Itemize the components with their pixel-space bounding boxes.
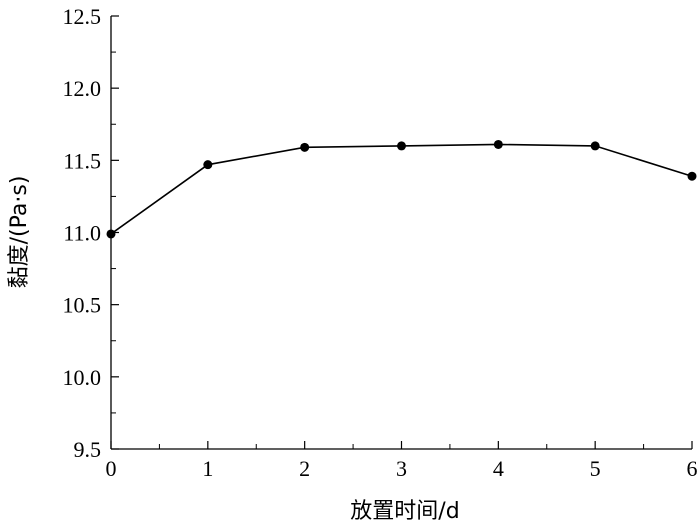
series-line bbox=[110, 143, 693, 235]
y-axis-title: 黏度/(Pa·s) bbox=[7, 176, 32, 289]
x-tick-label: 4 bbox=[493, 456, 504, 481]
y-tick-label: 10.5 bbox=[63, 293, 102, 318]
tick-labels: 0 1 2 3 4 5 6 9.5 10.0 10.5 11.0 11.5 12.0 12.5 bbox=[63, 4, 698, 481]
y-tick-label: 11.0 bbox=[63, 221, 101, 246]
y-tick-label: 9.5 bbox=[74, 437, 102, 462]
tick-marks bbox=[110, 15, 693, 450]
data-point bbox=[493, 139, 503, 149]
y-tick-label: 12.0 bbox=[63, 76, 102, 101]
x-tick-label: 3 bbox=[396, 456, 407, 481]
x-tick-label: 5 bbox=[590, 456, 601, 481]
y-tick-label: 11.5 bbox=[63, 148, 101, 173]
data-point bbox=[106, 229, 116, 239]
x-tick-label: 1 bbox=[202, 456, 213, 481]
series-group bbox=[106, 139, 697, 239]
data-point bbox=[590, 141, 600, 151]
y-tick-label: 10.0 bbox=[63, 365, 102, 390]
axes bbox=[110, 16, 692, 450]
data-point bbox=[300, 142, 310, 152]
x-axis-title: 放置时间/d bbox=[350, 499, 459, 524]
y-tick-label: 12.5 bbox=[63, 4, 102, 29]
x-tick-label: 2 bbox=[299, 456, 310, 481]
x-tick-label: 0 bbox=[106, 456, 117, 481]
x-tick-label: 6 bbox=[687, 456, 698, 481]
data-point bbox=[203, 160, 213, 170]
data-point bbox=[397, 141, 406, 151]
data-point bbox=[687, 171, 697, 181]
